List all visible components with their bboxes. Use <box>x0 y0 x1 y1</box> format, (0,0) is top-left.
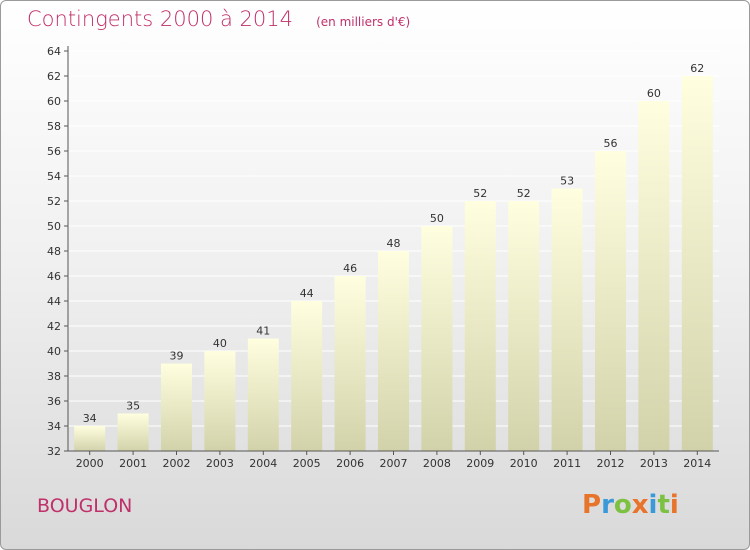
bar-value-label: 48 <box>387 237 401 250</box>
bar-value-label: 60 <box>647 87 661 100</box>
logo-letter: P <box>582 490 602 520</box>
y-tick-label: 42 <box>47 320 61 333</box>
bars-layer: 34 35 39 40 41 44 46 48 50 52 52 53 56 60 62 <box>74 62 713 451</box>
bar-2004 <box>247 338 279 451</box>
x-tick-label: 2007 <box>380 457 408 470</box>
y-tick-label: 40 <box>47 345 61 358</box>
chart-title: Contingents 2000 à 2014 <box>27 7 293 31</box>
bar-value-label: 40 <box>213 337 227 350</box>
bar-2007 <box>378 251 409 451</box>
y-tick-label: 52 <box>47 195 61 208</box>
logo-letter: i <box>669 490 679 520</box>
place-name: BOUGLON <box>37 495 133 517</box>
bar-value-label: 62 <box>690 62 704 75</box>
logo-letter: x <box>631 490 649 520</box>
y-tick-label: 38 <box>47 370 61 383</box>
x-tick-label: 2009 <box>466 457 494 470</box>
y-tick-label: 48 <box>47 245 61 258</box>
y-tick-label: 54 <box>47 170 61 183</box>
y-tick-label: 32 <box>47 445 61 458</box>
y-tick-label: 60 <box>47 95 61 108</box>
bar-value-label: 50 <box>430 212 444 225</box>
y-tick-label: 34 <box>47 420 61 433</box>
x-tick-label: 2008 <box>423 457 451 470</box>
bar-2006 <box>334 276 366 451</box>
logo-letter: i <box>648 490 658 520</box>
bar-2003 <box>204 351 236 451</box>
bar-value-label: 53 <box>560 175 574 188</box>
y-tick-label: 50 <box>47 220 61 233</box>
bar-2001 <box>117 413 149 451</box>
title-row: Contingents 2000 à 2014 (en milliers d'€… <box>27 7 410 31</box>
x-tick-label: 2004 <box>249 457 277 470</box>
x-tick-label: 2012 <box>597 457 625 470</box>
x-tick-label: 2006 <box>336 457 364 470</box>
bar-2008 <box>421 226 453 451</box>
y-tick-label: 64 <box>47 45 61 58</box>
bar-2010 <box>508 201 540 451</box>
bar-value-label: 34 <box>83 412 97 425</box>
y-tick-label: 44 <box>47 295 61 308</box>
logo-letter: t <box>657 490 670 520</box>
bar-value-label: 44 <box>300 287 314 300</box>
x-tick-label: 2005 <box>293 457 321 470</box>
logo-letter: o <box>613 490 632 520</box>
bar-2013 <box>638 101 670 451</box>
bar-2011 <box>551 188 583 451</box>
chart-unit: (en milliers d'€) <box>316 15 411 29</box>
bar-value-label: 52 <box>517 187 531 200</box>
bar-2014 <box>681 76 713 451</box>
axis-layer: 32 34 36 38 40 42 44 46 48 50 52 54 56 58 60 62 64 2000 20… <box>47 45 719 470</box>
proxiti-logo: Proxiti <box>582 490 679 520</box>
y-tick-label: 36 <box>47 395 61 408</box>
bar-2012 <box>595 151 626 451</box>
y-tick-label: 62 <box>47 70 61 83</box>
x-tick-label: 2002 <box>163 457 191 470</box>
x-tick-label: 2013 <box>640 457 668 470</box>
y-tick-label: 56 <box>47 145 61 158</box>
y-tick-label: 58 <box>47 120 61 133</box>
bar-value-label: 56 <box>604 137 618 150</box>
x-tick-label: 2014 <box>683 457 711 470</box>
x-tick-label: 2003 <box>206 457 234 470</box>
x-tick-label: 2011 <box>553 457 581 470</box>
bar-value-label: 46 <box>343 262 357 275</box>
bar-value-label: 52 <box>473 187 487 200</box>
bar-2005 <box>291 301 323 451</box>
bar-2002 <box>161 363 192 451</box>
bar-2000 <box>74 426 106 451</box>
bar-value-label: 35 <box>126 400 140 413</box>
bar-value-label: 41 <box>256 325 270 338</box>
y-tick-label: 46 <box>47 270 61 283</box>
bar-value-label: 39 <box>170 350 184 363</box>
bar-2009 <box>464 201 496 451</box>
logo-letter: r <box>601 490 614 520</box>
x-tick-label: 2001 <box>119 457 147 470</box>
x-tick-label: 2000 <box>76 457 104 470</box>
x-tick-label: 2010 <box>510 457 538 470</box>
